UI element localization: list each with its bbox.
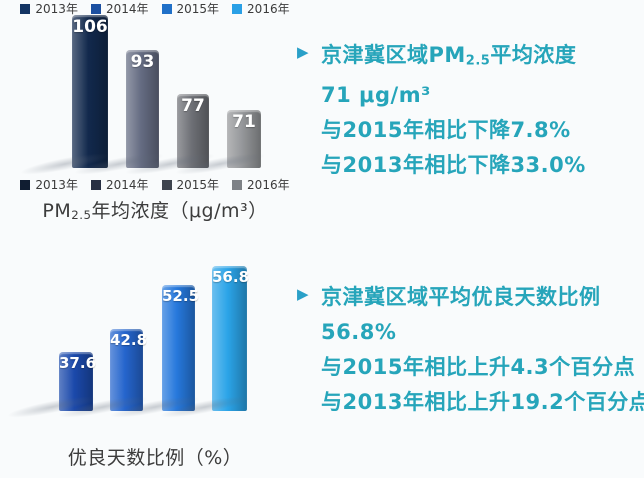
pm25-legend: 2013年 2014年 2015年 2016年 — [10, 176, 300, 193]
callout-line: 与2013年相比下降33.0% — [321, 153, 586, 178]
bar-2016年: 71 — [227, 110, 261, 168]
line-subscript: 2.5 — [465, 53, 491, 69]
callout-line: 与2015年相比下降7.8% — [321, 118, 571, 143]
legend-swatch — [90, 3, 101, 14]
bar-value-label: 77 — [181, 96, 205, 116]
arrow-right-icon: ▶ — [297, 43, 309, 61]
arrow-right-icon: ▶ — [297, 285, 309, 303]
pm25-callout: ▶ 京津冀区域PM2.5平均浓度 71 μg/m³ 与2015年相比下降7.8%… — [297, 38, 637, 183]
line-text: 平均浓度 — [490, 43, 577, 67]
bar-value-label: 71 — [232, 112, 256, 132]
good-days-bar-chart: 37.6 42.8 52.5 56.8 2013年 2014年 2015年 2016年 优良… — [0, 2, 310, 478]
legend-item-2015年: 2015年 — [161, 176, 220, 193]
legend-item-2016年: 2016年 — [232, 176, 290, 193]
legend-item-2013年: 2013年 — [20, 0, 78, 17]
bar-value-label: 37.6 — [59, 354, 97, 372]
bar-2014年: 42.8 — [110, 329, 148, 411]
legend-item-2015年: 2015年 — [161, 0, 220, 17]
title-prefix: PM — [42, 200, 72, 222]
pm25-bar-chart: 106 93 77 71 2013年 2014年 2015年 2016年 PM2.5年均浓度… — [0, 0, 310, 230]
title-subscript: 2.5 — [71, 208, 92, 223]
good-days-chart-title: 优良天数比例（%） — [67, 447, 243, 469]
legend-item-2014年: 2014年 — [90, 0, 149, 17]
legend-item-2016年: 2016年 — [232, 0, 290, 17]
legend-swatch — [20, 179, 31, 190]
bar-2013年: 106 — [72, 15, 108, 168]
legend-swatch — [20, 3, 31, 14]
legend-label: 2013年 — [35, 2, 78, 16]
bar-2015年: 77 — [177, 94, 209, 168]
legend-label: 2016年 — [247, 178, 290, 192]
callout-line: 与2013年相比上升19.2个百分点 — [321, 390, 644, 414]
legend-label: 2014年 — [105, 2, 149, 16]
bar-value-label: 106 — [72, 17, 108, 37]
good-days-callout-lines: 京津冀区域平均优良天数比例 56.8% 与2015年相比上升4.3个百分点 与2… — [321, 280, 644, 420]
callout-line: 与2015年相比上升4.3个百分点 — [321, 355, 636, 379]
pm25-chart-title: PM2.5年均浓度（μg/m³） — [10, 196, 300, 223]
bar-value-label: 56.8 — [212, 268, 250, 286]
legend-swatch — [232, 3, 243, 14]
legend-label: 2015年 — [176, 178, 220, 192]
legend-swatch — [90, 179, 101, 190]
bar-2015年: 52.5 — [162, 285, 200, 411]
legend-swatch — [161, 3, 172, 14]
bar-value-label: 42.8 — [110, 331, 148, 349]
good-days-legend: 2013年 2014年 2015年 2016年 — [10, 0, 300, 17]
callout-line: 京津冀区域平均优良天数比例 — [321, 285, 601, 309]
callout-line: 71 μg/m³ — [321, 83, 431, 108]
good-days-plot-area: 37.6 42.8 52.5 56.8 — [0, 240, 310, 478]
callout-line: 京津冀区域PM2.5平均浓度 — [321, 38, 637, 78]
legend-label: 2016年 — [247, 2, 290, 16]
legend-swatch — [161, 179, 172, 190]
line-text: 京津冀区域PM — [321, 43, 466, 67]
bar-value-label: 52.5 — [162, 287, 200, 305]
bar-2014年: 93 — [126, 50, 159, 168]
legend-swatch — [232, 179, 243, 190]
legend-label: 2015年 — [176, 2, 220, 16]
pm25-callout-lines: 京津冀区域PM2.5平均浓度 71 μg/m³ 与2015年相比下降7.8% 与… — [321, 38, 637, 183]
bar-2016年: 56.8 — [212, 266, 250, 411]
good-days-callout: ▶ 京津冀区域平均优良天数比例 56.8% 与2015年相比上升4.3个百分点 … — [297, 280, 644, 420]
title-suffix: 年均浓度（μg/m³） — [91, 200, 268, 222]
pm25-plot-area: 106 93 77 71 — [0, 0, 310, 230]
callout-line: 56.8% — [321, 320, 397, 344]
bar-value-label: 93 — [130, 52, 155, 72]
